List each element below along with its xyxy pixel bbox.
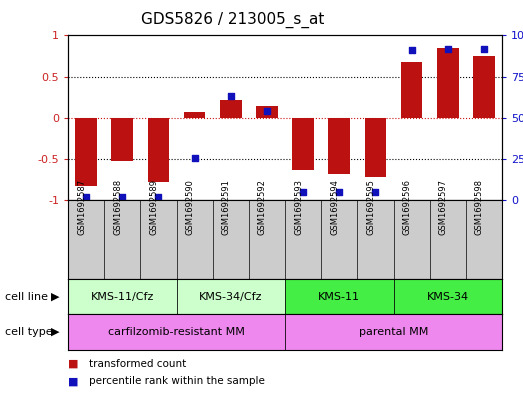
- Point: [335, 189, 344, 195]
- Text: GSM1692593: GSM1692593: [294, 179, 303, 235]
- Bar: [256, 105, 278, 118]
- Text: transformed count: transformed count: [89, 358, 186, 369]
- Bar: [285, 279, 393, 314]
- Point: [226, 93, 235, 99]
- Text: GSM1692596: GSM1692596: [403, 179, 412, 235]
- Text: parental MM: parental MM: [359, 327, 428, 337]
- Point: [444, 46, 452, 52]
- Bar: [111, 118, 133, 161]
- Text: ■: ■: [68, 358, 78, 369]
- Text: cell type: cell type: [5, 327, 53, 337]
- Text: GSM1692588: GSM1692588: [113, 179, 122, 235]
- Text: GSM1692594: GSM1692594: [331, 179, 339, 235]
- Bar: [68, 314, 285, 350]
- Text: GSM1692589: GSM1692589: [150, 179, 158, 235]
- Text: GSM1692587: GSM1692587: [77, 179, 86, 235]
- Text: ▶: ▶: [51, 292, 59, 302]
- Bar: [365, 118, 386, 177]
- Point: [118, 194, 127, 200]
- Bar: [75, 118, 97, 185]
- Text: KMS-34: KMS-34: [427, 292, 469, 302]
- Bar: [437, 48, 459, 118]
- Text: cell line: cell line: [5, 292, 48, 302]
- Text: ■: ■: [68, 376, 78, 386]
- Bar: [285, 314, 502, 350]
- Text: KMS-11: KMS-11: [319, 292, 360, 302]
- Point: [299, 189, 308, 195]
- Bar: [176, 279, 285, 314]
- Text: GSM1692590: GSM1692590: [186, 179, 195, 235]
- Text: GSM1692597: GSM1692597: [439, 179, 448, 235]
- Bar: [473, 56, 495, 118]
- Bar: [393, 279, 502, 314]
- Point: [82, 194, 90, 200]
- Text: KMS-34/Cfz: KMS-34/Cfz: [199, 292, 263, 302]
- Text: percentile rank within the sample: percentile rank within the sample: [89, 376, 265, 386]
- Bar: [68, 279, 176, 314]
- Bar: [220, 100, 242, 118]
- Point: [480, 46, 488, 52]
- Text: KMS-11/Cfz: KMS-11/Cfz: [90, 292, 154, 302]
- Bar: [292, 118, 314, 170]
- Text: GSM1692591: GSM1692591: [222, 179, 231, 235]
- Point: [190, 154, 199, 161]
- Bar: [147, 118, 169, 182]
- Bar: [401, 62, 423, 118]
- Text: carfilzomib-resistant MM: carfilzomib-resistant MM: [108, 327, 245, 337]
- Point: [371, 189, 380, 195]
- Text: GSM1692598: GSM1692598: [475, 179, 484, 235]
- Text: GDS5826 / 213005_s_at: GDS5826 / 213005_s_at: [141, 12, 325, 28]
- Text: GSM1692595: GSM1692595: [367, 179, 376, 235]
- Point: [154, 194, 163, 200]
- Text: ▶: ▶: [51, 327, 59, 337]
- Point: [407, 47, 416, 53]
- Bar: [184, 112, 206, 118]
- Point: [263, 108, 271, 114]
- Bar: [328, 118, 350, 174]
- Text: GSM1692592: GSM1692592: [258, 179, 267, 235]
